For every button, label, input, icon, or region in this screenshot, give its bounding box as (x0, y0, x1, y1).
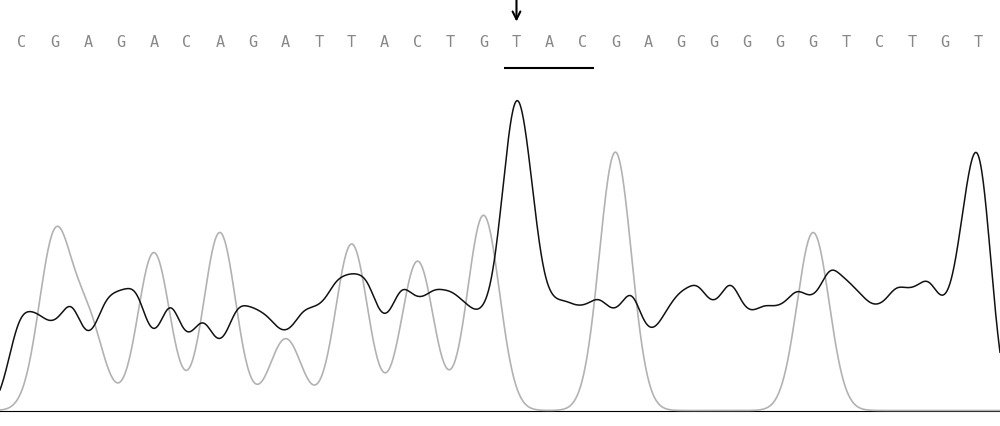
Text: A: A (281, 35, 290, 50)
Text: A: A (545, 35, 554, 50)
Text: T: T (446, 35, 455, 50)
Text: G: G (710, 35, 719, 50)
Text: C: C (875, 35, 884, 50)
Text: A: A (644, 35, 653, 50)
Text: G: G (776, 35, 785, 50)
Text: G: G (611, 35, 620, 50)
Text: T: T (347, 35, 356, 50)
Text: T: T (512, 35, 521, 50)
Text: G: G (940, 35, 950, 50)
Text: G: G (116, 35, 125, 50)
Text: C: C (413, 35, 422, 50)
Text: T: T (842, 35, 851, 50)
Text: G: G (248, 35, 257, 50)
Text: G: G (743, 35, 752, 50)
Text: G: G (50, 35, 60, 50)
Text: T: T (973, 35, 983, 50)
Text: A: A (83, 35, 92, 50)
Text: A: A (215, 35, 224, 50)
Text: G: G (809, 35, 818, 50)
Text: C: C (17, 35, 27, 50)
Text: A: A (149, 35, 158, 50)
Text: C: C (578, 35, 587, 50)
Text: C: C (182, 35, 191, 50)
Text: G: G (479, 35, 488, 50)
Text: G: G (677, 35, 686, 50)
Text: T: T (314, 35, 323, 50)
Text: T: T (908, 35, 917, 50)
Text: A: A (380, 35, 389, 50)
